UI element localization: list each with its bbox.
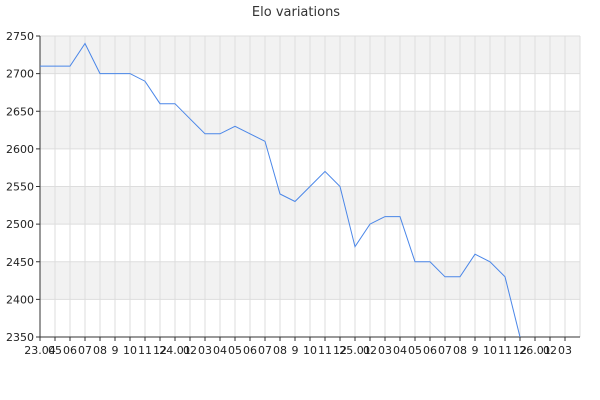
x-tick-label: 03 (198, 344, 212, 357)
x-tick-label: 11 (318, 344, 332, 357)
x-tick-label: 10 (303, 344, 317, 357)
x-tick-label: 08 (453, 344, 467, 357)
x-tick-label: 06 (243, 344, 257, 357)
y-tick-label: 2700 (6, 68, 34, 81)
y-tick-label: 2600 (6, 143, 34, 156)
chart-title: Elo variations (252, 5, 340, 20)
x-tick-label: 05 (48, 344, 62, 357)
y-tick-label: 2750 (6, 30, 34, 43)
x-tick-label: 12 (333, 344, 347, 357)
x-tick-label: 08 (273, 344, 287, 357)
x-tick-label: 08 (93, 344, 107, 357)
y-tick-label: 2500 (6, 218, 34, 231)
y-tick-label: 2450 (6, 256, 34, 269)
x-tick-label: 04 (213, 344, 227, 357)
x-tick-label: 10 (123, 344, 137, 357)
x-tick-label: 10 (483, 344, 497, 357)
x-tick-label: 03 (558, 344, 572, 357)
x-tick-label: 03 (378, 344, 392, 357)
x-tick-label: 02 (183, 344, 197, 357)
x-tick-label: 24.01 (159, 344, 191, 357)
x-tick-label: 9 (292, 344, 299, 357)
x-tick-label: 04 (393, 344, 407, 357)
x-tick-label: 02 (363, 344, 377, 357)
x-tick-label: 23.04 (24, 344, 56, 357)
x-tick-label: 07 (438, 344, 452, 357)
x-tick-label: 07 (258, 344, 272, 357)
x-tick-label: 11 (138, 344, 152, 357)
x-tick-label: 12 (513, 344, 527, 357)
x-tick-label: 02 (543, 344, 557, 357)
elo-series-line (40, 42, 521, 338)
y-tick-label: 2400 (6, 293, 34, 306)
x-tick-label: 25.01 (339, 344, 371, 357)
y-tick-label: 2350 (6, 331, 34, 344)
x-tick-label: 12 (153, 344, 167, 357)
y-tick-label: 2550 (6, 181, 34, 194)
x-tick-label: 07 (78, 344, 92, 357)
x-tick-label: 9 (472, 344, 479, 357)
x-tick-label: 11 (498, 344, 512, 357)
x-tick-label: 26.01 (519, 344, 551, 357)
y-axis-ticks: 2350 2400 2450 2500 2550 2600 2650 2700 2750 (6, 30, 40, 344)
x-tick-label: 06 (423, 344, 437, 357)
x-tick-label: 06 (63, 344, 77, 357)
x-tick-label: 9 (112, 344, 119, 357)
x-tick-label: 05 (408, 344, 422, 357)
y-tick-label: 2650 (6, 105, 34, 118)
x-tick-label: 05 (228, 344, 242, 357)
